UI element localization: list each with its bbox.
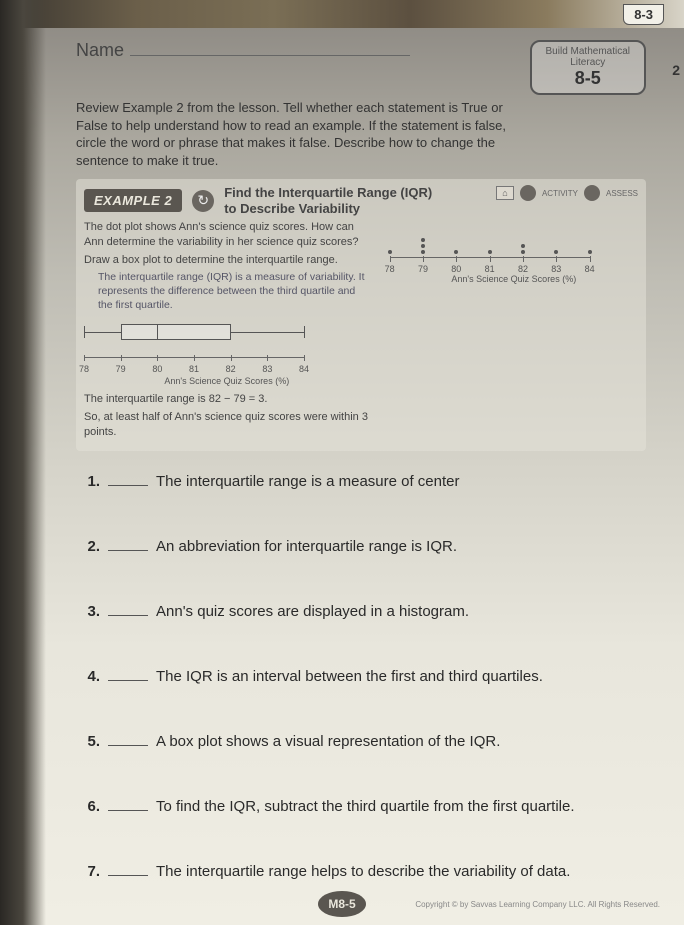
question-number: 4. — [76, 668, 100, 685]
question-text: To find the IQR, subtract the third quar… — [156, 798, 646, 815]
question-text: The interquartile range is a measure of … — [156, 473, 646, 490]
question-row: 7. The interquartile range helps to descr… — [76, 863, 646, 880]
answer-blank[interactable] — [108, 539, 148, 551]
question-number: 6. — [76, 798, 100, 815]
questions-list: 1. The interquartile range is a measure o… — [76, 473, 646, 880]
box-plot: 78798081828384 — [84, 318, 304, 358]
question-number: 5. — [76, 733, 100, 750]
name-blank-line[interactable] — [130, 42, 410, 56]
question-number: 7. — [76, 863, 100, 880]
example-p3: The interquartile range (IQR) is a measu… — [98, 271, 370, 312]
lesson-badge: Build Mathematical Literacy 8-5 — [530, 40, 646, 95]
example-conclusion: So, at least half of Ann's science quiz … — [84, 410, 370, 439]
example-badge: EXAMPLE 2 — [84, 189, 182, 212]
question-row: 1. The interquartile range is a measure o… — [76, 473, 646, 490]
dotplot-caption: Ann's Science Quiz Scores (%) — [390, 274, 638, 284]
corner-tab: 8-3 — [623, 4, 664, 25]
binding-shadow — [0, 0, 46, 925]
answer-blank[interactable] — [108, 669, 148, 681]
page-corner-number: 2 — [672, 62, 680, 78]
replay-icon: ↻ — [192, 190, 214, 212]
answer-blank[interactable] — [108, 474, 148, 486]
answer-blank[interactable] — [108, 604, 148, 616]
question-text: The IQR is an interval between the first… — [156, 668, 646, 685]
question-row: 6. To find the IQR, subtract the third qu… — [76, 798, 646, 815]
example-p1: The dot plot shows Ann's science quiz sc… — [84, 220, 370, 249]
question-row: 2. An abbreviation for interquartile rang… — [76, 538, 646, 555]
example-title-1: Find the Interquartile Range (IQR) — [224, 185, 432, 201]
question-text: Ann's quiz scores are displayed in a his… — [156, 603, 646, 620]
question-number: 3. — [76, 603, 100, 620]
activity-label: ACTIVITY — [542, 189, 578, 198]
dot-plot: 78798081828384 — [390, 226, 590, 274]
example-p2: Draw a box plot to determine the interqu… — [84, 253, 370, 267]
boxplot-caption: Ann's Science Quiz Scores (%) — [84, 376, 370, 386]
check-icon — [584, 185, 600, 201]
page-top-edge — [0, 0, 684, 28]
name-label-text: Name — [76, 40, 124, 61]
copyright-text: Copyright © by Savvas Learning Company L… — [415, 900, 660, 909]
assess-label: ASSESS — [606, 189, 638, 198]
answer-blank[interactable] — [108, 734, 148, 746]
question-text: A box plot shows a visual representation… — [156, 733, 646, 750]
settings-icon — [520, 185, 536, 201]
question-text: An abbreviation for interquartile range … — [156, 538, 646, 555]
lesson-top1: Build Mathematical — [546, 46, 630, 57]
lesson-number: 8-5 — [546, 68, 630, 89]
answer-blank[interactable] — [108, 864, 148, 876]
question-number: 1. — [76, 473, 100, 490]
instructions-text: Review Example 2 from the lesson. Tell w… — [76, 99, 516, 169]
question-row: 4. The IQR is an interval between the fir… — [76, 668, 646, 685]
question-row: 3. Ann's quiz scores are displayed in a h… — [76, 603, 646, 620]
cast-icon: ⌂ — [496, 186, 514, 200]
question-number: 2. — [76, 538, 100, 555]
name-field: Name — [76, 40, 410, 61]
lesson-top2: Literacy — [546, 57, 630, 68]
panel-icon-row: ⌂ ACTIVITY ASSESS — [496, 185, 638, 201]
example-panel: ⌂ ACTIVITY ASSESS EXAMPLE 2 ↻ Find the I… — [76, 179, 646, 451]
example-calc: The interquartile range is 82 − 79 = 3. — [84, 392, 370, 406]
example-title-2: to Describe Variability — [224, 201, 432, 217]
page-footer: M8-5 Copyright © by Savvas Learning Comp… — [0, 891, 684, 917]
worksheet-page: Name Build Mathematical Literacy 8-5 Rev… — [46, 32, 666, 925]
question-text: The interquartile range helps to describ… — [156, 863, 646, 880]
footer-badge: M8-5 — [318, 891, 365, 917]
question-row: 5. A box plot shows a visual representati… — [76, 733, 646, 750]
answer-blank[interactable] — [108, 799, 148, 811]
